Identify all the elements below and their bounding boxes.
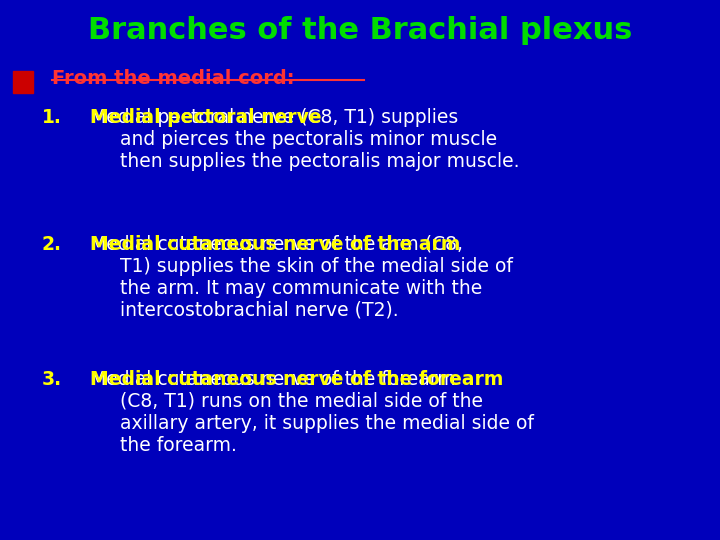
- Text: Medial pectoral nerve: Medial pectoral nerve: [90, 108, 322, 127]
- Text: Medial cutaneous nerve of the forearm: Medial cutaneous nerve of the forearm: [90, 370, 503, 389]
- FancyBboxPatch shape: [13, 71, 33, 93]
- Text: 2.: 2.: [42, 235, 62, 254]
- Text: 1.: 1.: [42, 108, 62, 127]
- Text: From the medial cord:: From the medial cord:: [52, 69, 294, 88]
- Text: Medial cutaneous nerve of the arm: Medial cutaneous nerve of the arm: [90, 235, 460, 254]
- Text: Medial pectoral nerve (C8, T1) supplies
     and pierces the pectoralis minor mu: Medial pectoral nerve (C8, T1) supplies …: [90, 108, 520, 171]
- Text: Medial cutaneous nerve of the forearm
     (C8, T1) runs on the medial side of t: Medial cutaneous nerve of the forearm (C…: [90, 370, 534, 455]
- Text: Medial cutaneous nerve of the arm (C8,
     T1) supplies the skin of the medial : Medial cutaneous nerve of the arm (C8, T…: [90, 235, 513, 320]
- Text: 3.: 3.: [42, 370, 62, 389]
- Text: Branches of the Brachial plexus: Branches of the Brachial plexus: [88, 16, 632, 45]
